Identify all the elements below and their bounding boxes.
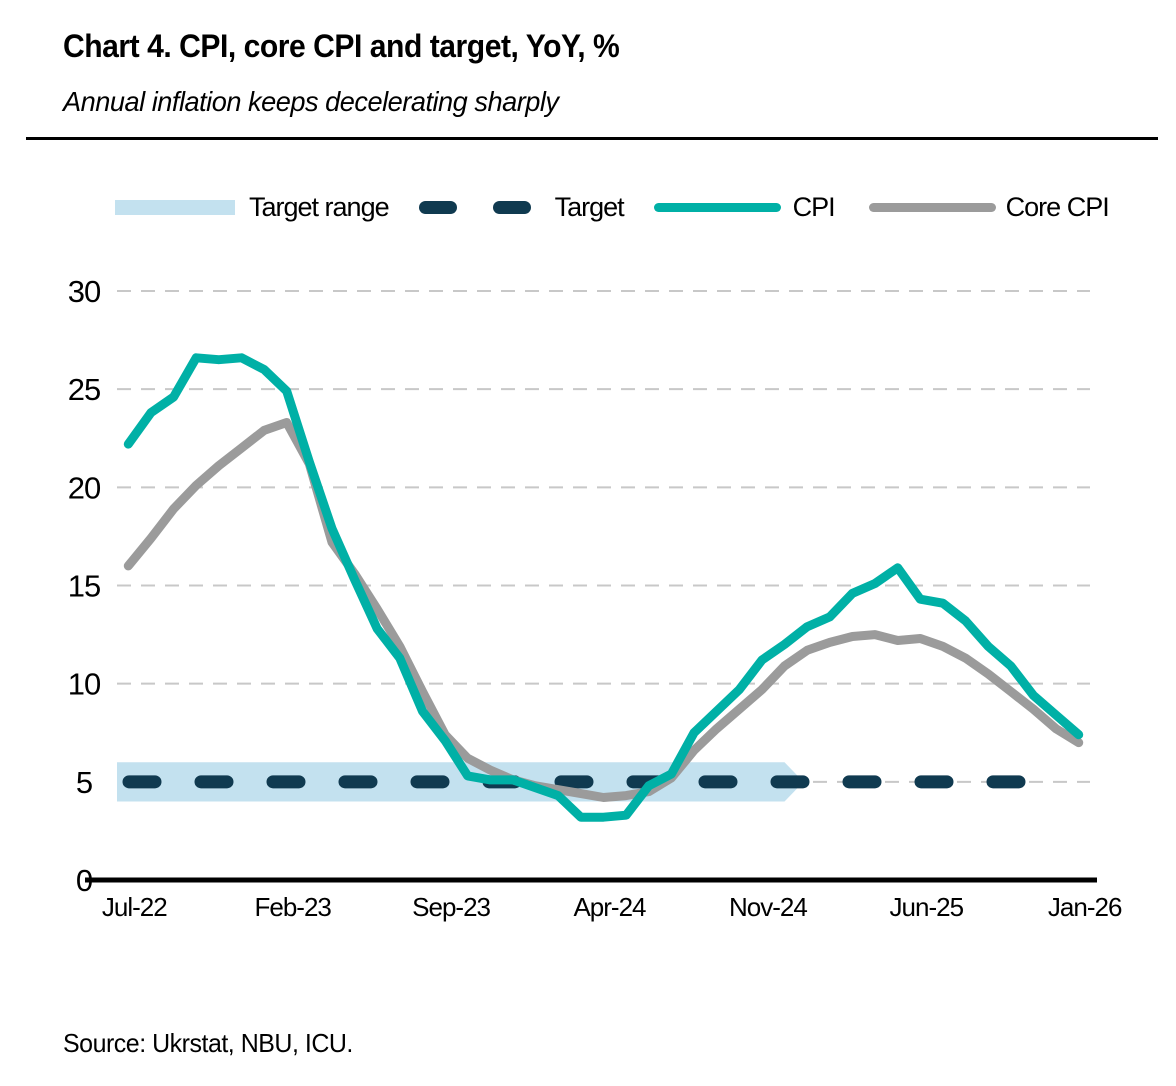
chart-title: Chart 4. CPI, core CPI and target, YoY, … [63,28,620,64]
y-tick-label: 10 [68,667,101,702]
y-tick-label: 25 [68,372,100,407]
x-tick-label: Jul-22 [102,892,167,922]
legend-label-cpi: CPI [792,191,836,222]
legend-label-target: Target [554,191,625,222]
x-tick-label: Jan-26 [1048,892,1122,922]
target-dash-icon [492,200,531,214]
x-tick-label: Apr-24 [573,892,646,922]
chart-subtitle: Annual inflation keeps decelerating shar… [63,86,559,117]
y-tick-label: 20 [68,470,101,505]
y-tick-label: 5 [76,765,92,800]
source-note: Source: Ukrstat, NBU, ICU. [63,1028,353,1058]
x-tick-label: Jun-25 [890,892,964,922]
core-cpi-swatch [868,202,996,212]
target-swatch [418,200,531,214]
legend-label-core-cpi: Core CPI [1005,191,1110,222]
target-dash-icon [418,200,457,214]
y-tick-label: 30 [68,274,101,309]
x-tick-label: Feb-23 [255,892,332,922]
chart-canvas: 0 5 10 15 20 25 30 Jul-22 Feb-23 Sep-23 Apr-24 Nov-… [68,274,1123,922]
legend-label-target-range: Target range [249,191,390,222]
y-tick-label: 0 [76,863,93,898]
cpi-line [123,353,1084,822]
y-tick-label: 15 [68,569,100,604]
x-tick-label: Sep-23 [412,892,490,922]
cpi-swatch [653,202,781,212]
core-cpi-line [123,418,1084,802]
header-divider [26,137,1158,140]
x-tick-label: Nov-24 [729,892,807,922]
chart-legend: Target range Target CPI Core CPI [115,191,1110,222]
target-range-swatch [115,199,235,215]
